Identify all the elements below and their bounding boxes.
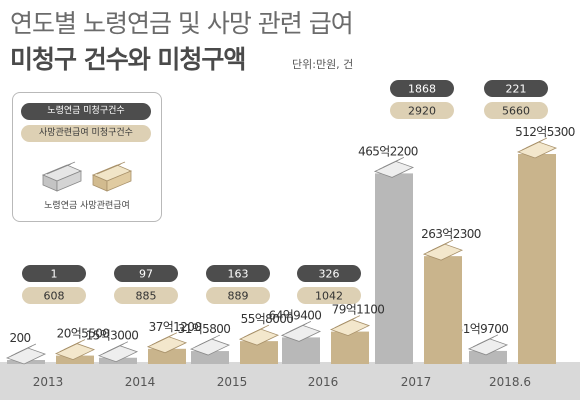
money-stack-gold-icon	[238, 324, 280, 346]
legend-old-age-count: 노령연금 미청구건수	[21, 103, 151, 120]
count-pill-old-age-value: 1868	[408, 83, 436, 96]
money-stack-grey-icon	[373, 157, 415, 178]
legend-death-count: 사망관련급여 미청구건수	[21, 125, 151, 142]
money-stack-grey-icon	[97, 341, 139, 363]
x-tick-label: 2017	[401, 375, 432, 389]
bar-old-age	[375, 173, 413, 364]
count-pill-old-age	[114, 265, 178, 282]
unit-label: 단위:만원, 건	[292, 58, 354, 71]
x-tick-label: 2018.6	[489, 375, 531, 389]
legend-gold-money-icon	[91, 161, 133, 192]
count-pill-old-age-value: 97	[139, 268, 153, 281]
count-pill-old-age	[390, 80, 454, 97]
money-stack-gold-icon	[54, 339, 96, 361]
count-pill-death-value: 1042	[315, 290, 343, 303]
money-stack-grey-icon	[5, 343, 47, 365]
count-pill-death-value: 2920	[408, 105, 436, 118]
money-stack-gold-icon	[422, 239, 464, 261]
count-pill-old-age-value: 326	[319, 268, 340, 281]
count-pill-death-value: 5660	[502, 105, 530, 118]
money-stack-grey-icon	[280, 321, 322, 342]
bar-death	[518, 154, 556, 364]
count-pill-death	[114, 287, 178, 304]
legend: 노령연금 미청구건수 사망관련급여 미청구건수 노령연금 사망관련급여	[12, 92, 162, 222]
x-tick-label: 2013	[33, 375, 64, 389]
data-label: 55억8000	[241, 312, 294, 326]
count-pill-old-age	[22, 265, 86, 282]
data-label: 20억5500	[57, 327, 110, 341]
data-label: 512억5300	[515, 125, 575, 139]
data-label: 200	[9, 331, 30, 345]
count-pill-old-age	[297, 265, 361, 282]
bar-old-age	[469, 350, 507, 364]
count-pill-death	[22, 287, 86, 304]
count-pill-old-age-value: 1	[51, 268, 58, 281]
x-tick-label: 2015	[217, 375, 248, 389]
data-label: 37억1200	[149, 320, 202, 334]
count-pill-death-value: 608	[44, 290, 65, 303]
money-stack-gold-icon	[329, 315, 371, 337]
title-line-1: 연도별 노령연금 및 사망 관련 급여	[10, 9, 354, 38]
x-tick-label: 2014	[125, 375, 156, 389]
count-pill-death	[484, 102, 548, 119]
data-label: 15억3000	[86, 329, 139, 343]
count-pill-old-age	[206, 265, 270, 282]
money-stack-gold-icon	[146, 332, 188, 354]
bar-death	[240, 341, 278, 364]
bar-old-age	[282, 337, 320, 364]
legend-money-icons	[41, 161, 133, 192]
x-axis-band	[0, 362, 580, 400]
bar-death	[424, 256, 462, 364]
bar-death	[331, 331, 369, 364]
legend-grey-money-icon	[41, 161, 83, 192]
count-pill-old-age-value: 163	[228, 268, 249, 281]
money-stack-grey-icon	[189, 334, 231, 356]
money-stack-gold-icon	[516, 137, 558, 159]
bar-old-age	[191, 351, 229, 364]
count-pill-death-value: 889	[228, 290, 249, 303]
x-tick-label: 2016	[308, 375, 339, 389]
legend-amount-label: 노령연금 사망관련급여	[44, 201, 130, 211]
money-stack-grey-icon	[467, 334, 509, 356]
data-label: 31억9700	[456, 322, 509, 336]
data-label: 465억2200	[358, 144, 418, 158]
count-pill-death	[297, 287, 361, 304]
count-pill-death	[390, 102, 454, 119]
data-label: 64억9400	[269, 308, 322, 322]
data-label: 79억1100	[332, 303, 385, 317]
data-label: 31억5800	[178, 322, 231, 336]
bar-death	[148, 348, 186, 364]
count-pill-death	[206, 287, 270, 304]
title-line-2: 미청구 건수와 미청구액	[10, 45, 246, 74]
data-label: 263억2300	[421, 227, 481, 241]
count-pill-old-age-value: 221	[506, 83, 527, 96]
count-pill-old-age	[484, 80, 548, 97]
count-pill-death-value: 885	[136, 290, 157, 303]
bar-death	[56, 355, 94, 364]
